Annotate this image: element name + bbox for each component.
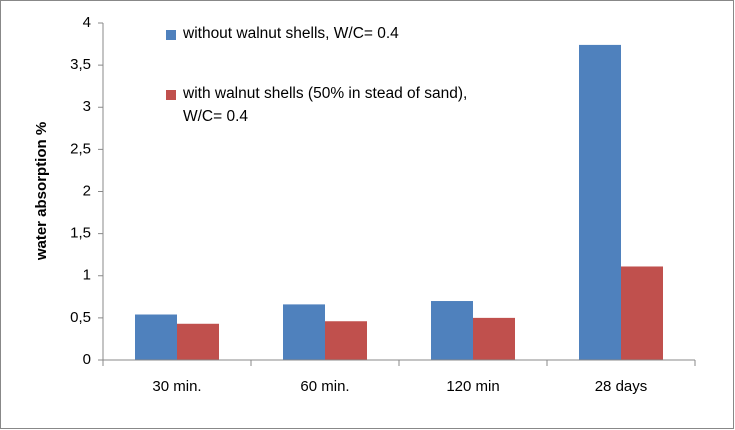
bar [177, 323, 219, 360]
bar [621, 266, 663, 360]
legend-label: with walnut shells (50% in stead of sand… [183, 85, 468, 125]
x-tick-label: 60 min. [300, 378, 349, 395]
y-tick-label: 2 [83, 182, 91, 199]
bar [283, 304, 325, 360]
y-axis-title: water absorption % [33, 122, 50, 261]
y-tick-label: 3 [83, 98, 91, 115]
x-tick-label: 30 min. [152, 378, 201, 395]
y-tick-label: 4 [83, 14, 91, 31]
y-tick-label: 0,5 [70, 309, 91, 326]
y-tick-label: 0 [83, 351, 91, 368]
legend-swatch [166, 30, 176, 40]
bar [579, 44, 621, 360]
x-tick-label: 28 days [595, 378, 648, 395]
bar [473, 317, 515, 360]
y-tick-label: 2,5 [70, 140, 91, 157]
y-tick-label: 1 [83, 267, 91, 284]
x-tick-label: 120 min [446, 378, 499, 395]
bar [431, 301, 473, 360]
bar [325, 321, 367, 360]
y-tick-label: 3,5 [70, 56, 91, 73]
bar [135, 314, 177, 360]
y-tick-label: 1,5 [70, 225, 91, 242]
legend-swatch [166, 90, 176, 100]
legend-label: without walnut shells, W/C= 0.4 [183, 25, 399, 42]
